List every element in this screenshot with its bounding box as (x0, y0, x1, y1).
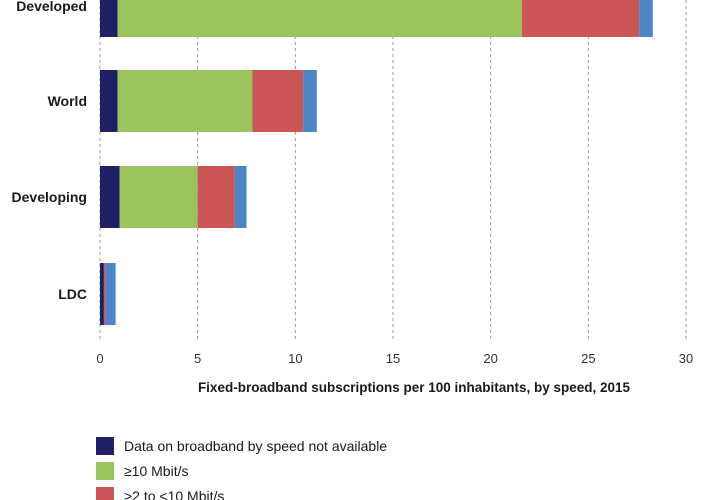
legend-item: >2 to <10 Mbit/s (96, 486, 224, 500)
bar-segment (100, 70, 118, 132)
legend-label: ≥10 Mbit/s (124, 463, 189, 479)
category-label: Developed (16, 0, 87, 14)
bar-segment (234, 166, 247, 228)
x-tick-label: 15 (386, 351, 400, 366)
category-label: LDC (58, 286, 87, 302)
legend-item: ≥10 Mbit/s (96, 461, 188, 481)
bar-segment (521, 0, 640, 37)
legend-label: >2 to <10 Mbit/s (124, 488, 225, 500)
bar-segment (117, 0, 522, 37)
x-tick-labels: 0 5 10 15 20 25 30 (96, 351, 693, 366)
stacked-bar-chart: Developed World Developing LDC 0 5 10 15 20 25 30… (12, 0, 693, 395)
bar-segment (252, 70, 304, 132)
category-label: Developing (12, 189, 87, 205)
legend-swatch (96, 437, 114, 455)
x-tick-label: 30 (679, 351, 693, 366)
x-tick-label: 10 (288, 351, 302, 366)
x-tick-label: 20 (483, 351, 497, 366)
legend: Data on broadband by speed not available… (96, 436, 696, 500)
bar-layer (100, 0, 653, 325)
x-tick-label: 0 (96, 351, 103, 366)
x-tick-label: 5 (194, 351, 201, 366)
bar-segment (105, 263, 116, 325)
grid-layer (99, 0, 687, 342)
legend-label: Data on broadband by speed not available (124, 438, 388, 454)
bar-segment (103, 263, 106, 325)
bar-segment (119, 166, 198, 228)
bar-segment (197, 166, 235, 228)
bar-segment (100, 0, 118, 37)
legend-swatch (96, 462, 114, 480)
bar-segment (639, 0, 653, 37)
x-tick-label: 25 (581, 351, 595, 366)
bar-segment (303, 70, 317, 132)
legend-item: Data on broadband by speed not available (96, 436, 387, 456)
x-axis-title: Fixed-broadband subscriptions per 100 in… (198, 380, 631, 395)
bar-segment (117, 70, 253, 132)
category-label: World (48, 93, 87, 109)
legend-swatch (96, 487, 114, 500)
category-labels: Developed World Developing LDC (12, 0, 87, 302)
chart-canvas: Developed World Developing LDC 0 5 10 15 20 25 30… (12, 0, 693, 395)
bar-segment (100, 166, 120, 228)
bar-segment (100, 263, 104, 325)
